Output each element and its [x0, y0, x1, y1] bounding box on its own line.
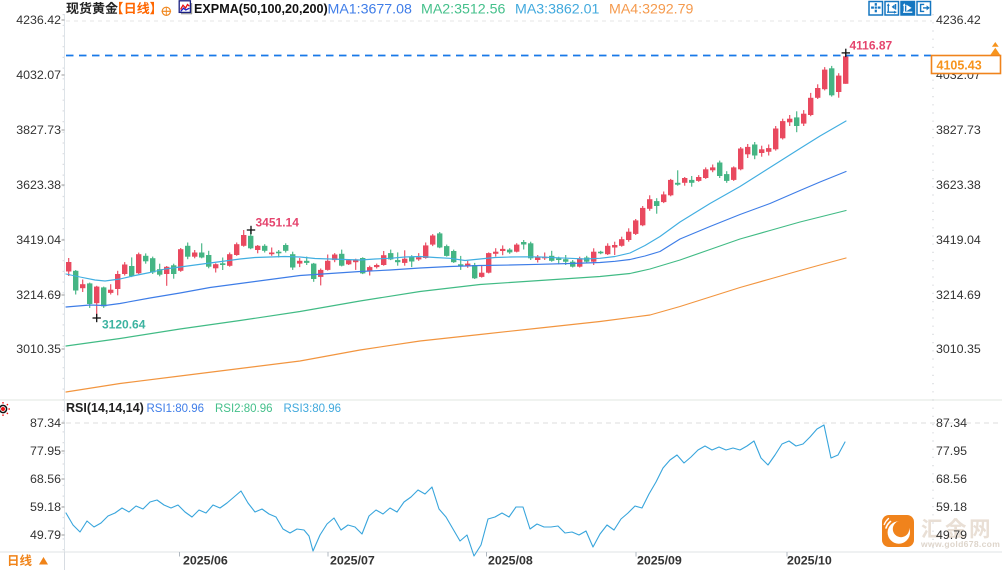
svg-text:RSI(14,14,14): RSI(14,14,14): [66, 401, 144, 415]
svg-text:4236.42: 4236.42: [16, 13, 61, 27]
svg-text:RSI3:80.96: RSI3:80.96: [284, 403, 342, 415]
svg-text:3214.69: 3214.69: [936, 288, 981, 302]
svg-text:68.56: 68.56: [30, 472, 61, 486]
svg-text:49.79: 49.79: [30, 528, 61, 542]
svg-text:3419.04: 3419.04: [936, 233, 981, 247]
svg-text:3827.73: 3827.73: [936, 123, 981, 137]
svg-text:87.34: 87.34: [936, 416, 967, 430]
svg-text:59.18: 59.18: [936, 500, 967, 514]
svg-text:4236.42: 4236.42: [936, 13, 981, 27]
svg-text:MA4:3292.79: MA4:3292.79: [609, 2, 694, 18]
svg-text:MA2:3512.56: MA2:3512.56: [421, 2, 506, 18]
svg-text:3214.69: 3214.69: [16, 288, 61, 302]
svg-text:www.gold678.com: www.gold678.com: [920, 539, 1000, 549]
svg-text:3623.38: 3623.38: [936, 178, 981, 192]
svg-text:3623.38: 3623.38: [16, 178, 61, 192]
svg-text:59.18: 59.18: [30, 500, 61, 514]
svg-text:77.95: 77.95: [30, 444, 61, 458]
svg-text:2025/08: 2025/08: [488, 554, 533, 568]
svg-text:MA3:3862.01: MA3:3862.01: [515, 2, 600, 18]
svg-text:77.95: 77.95: [936, 444, 967, 458]
svg-text:4105.43: 4105.43: [937, 59, 982, 73]
svg-text:68.56: 68.56: [936, 472, 967, 486]
svg-text:3010.35: 3010.35: [936, 342, 981, 356]
svg-text:RSI1:80.96: RSI1:80.96: [147, 403, 205, 415]
svg-text:3451.14: 3451.14: [256, 216, 300, 230]
svg-text:3419.04: 3419.04: [16, 233, 61, 247]
svg-text:4116.87: 4116.87: [850, 39, 893, 53]
svg-text:2025/06: 2025/06: [183, 554, 228, 568]
svg-text:3827.73: 3827.73: [16, 123, 61, 137]
svg-text:2025/07: 2025/07: [330, 554, 375, 568]
svg-text:MA1:3677.08: MA1:3677.08: [328, 2, 413, 18]
svg-text:RSI2:80.96: RSI2:80.96: [215, 403, 273, 415]
svg-text:87.34: 87.34: [30, 416, 61, 430]
svg-text:EXPMA(50,100,20,200): EXPMA(50,100,20,200): [194, 2, 328, 16]
svg-text:3120.64: 3120.64: [102, 318, 146, 332]
svg-text:2025/09: 2025/09: [637, 554, 682, 568]
svg-text:49.79: 49.79: [936, 528, 967, 542]
svg-text:2025/10: 2025/10: [787, 554, 832, 568]
svg-text:4032.07: 4032.07: [16, 68, 61, 82]
svg-text:3010.35: 3010.35: [16, 342, 61, 356]
